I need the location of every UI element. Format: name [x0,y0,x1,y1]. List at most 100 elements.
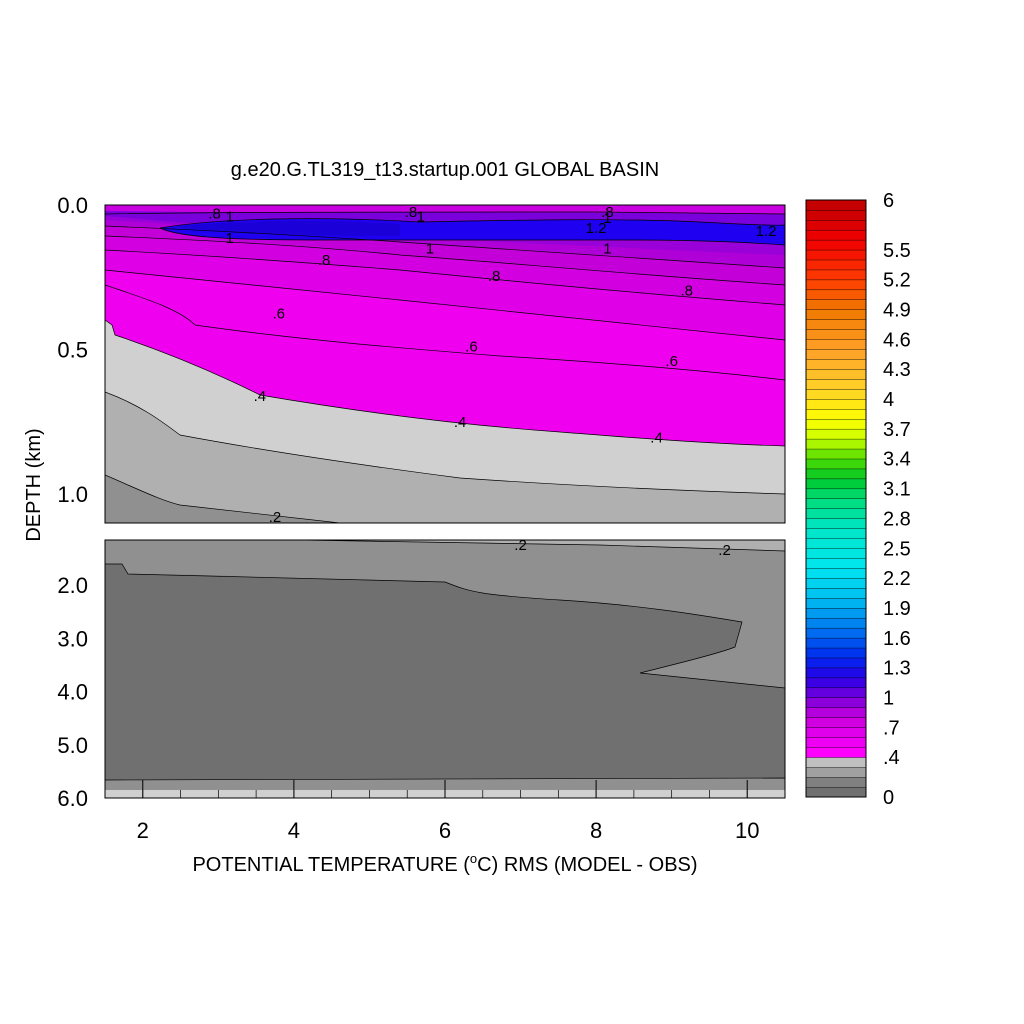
colorbar-band [805,558,867,569]
colorbar-band [805,478,867,490]
y-tick-label-upper: 0.0 [57,193,88,218]
y-axis-upper: 0.0 0.5 1.0 [57,193,88,507]
colorbar-band [805,428,867,440]
colorbar-band [805,299,867,310]
contour-label: .8 [601,204,614,221]
colorbar-band [805,727,867,738]
colorbar-tick-label: 4 [883,389,894,411]
colorbar-band [805,607,867,619]
colorbar-band [805,657,867,669]
colorbar-band [805,269,867,281]
colorbar-tick-label: 4.3 [883,359,911,381]
contour-label: 1 [225,209,233,226]
colorbar-band [805,697,867,708]
colorbar-band [805,329,867,340]
colorbar-band [805,388,867,400]
colorbar [805,199,867,798]
colorbar-tick-label: 5.5 [883,240,911,262]
colorbar-band [805,249,867,261]
lower-panel: .2 .2 [104,537,786,799]
colorbar-band [805,368,867,380]
colorbar-ticks: 6 5.5 5.2 4.9 4.6 4.3 4 3.7 3.4 3.1 2.8 2.5 2.2 1.9 1.… [883,190,911,809]
contour-label: 1.2 [586,220,607,237]
contour-label: 1 [603,240,611,257]
y-tick-label-upper: 0.5 [57,338,88,363]
y-tick-label-lower: 6.0 [57,786,88,811]
colorbar-band [805,289,867,300]
contour-label: .8 [318,252,331,269]
contour-label: 1 [225,230,233,247]
colorbar-band [805,229,867,241]
colorbar-band [805,398,867,410]
colorbar-band [805,528,867,539]
colorbar-tick-label: 5.2 [883,270,911,292]
x-tick-label: 8 [590,818,602,843]
colorbar-band [805,567,867,579]
x-axis: 2 4 6 8 10 [104,780,786,843]
x-axis-label: POTENTIAL TEMPERATURE (oC) RMS (MODEL - … [192,851,697,876]
colorbar-tick-label: 1 [883,688,894,710]
contour-label: .6 [665,353,678,370]
colorbar-tick-label: 3.7 [883,419,911,441]
colorbar-band [805,309,867,320]
colorbar-band [805,548,867,559]
contour-label: 1 [603,210,611,227]
colorbar-band [805,757,867,768]
colorbar-band [805,577,867,589]
contour-label: .2 [718,542,731,559]
colorbar-band [805,737,867,748]
colorbar-tick-label: 1.3 [883,658,911,680]
colorbar-band [805,538,867,549]
colorbar-band [805,359,867,370]
colorbar-band [805,647,867,659]
colorbar-band [805,448,867,460]
colorbar-band [805,199,867,211]
upper-contour-labels: .8 1.8 1.811.2 1.211 1.8.8.8.6.6.6.4.4.4.2 [208,204,776,526]
colorbar-band [805,349,867,360]
colorbar-band [805,667,867,679]
contour-label: .2 [514,537,527,554]
lower-contour-fill [105,540,785,798]
contour-label: .6 [273,305,286,322]
colorbar-band [805,408,867,420]
colorbar-band [805,468,867,480]
chart-title: g.e20.G.TL319_t13.startup.001 GLOBAL BAS… [231,159,659,181]
colorbar-band [805,259,867,271]
colorbar-tick-label: 1.9 [883,598,911,620]
x-tick-label: 10 [735,818,759,843]
colorbar-band [805,498,867,509]
colorbar-band [805,707,867,718]
contour-label: 1 [417,209,425,226]
upper-contour-fill [105,205,785,523]
colorbar-band [805,488,867,499]
colorbar-band [805,747,867,758]
y-tick-label-lower: 5.0 [57,733,88,758]
colorbar-tick-label: 2.2 [883,568,911,590]
contour-label: .8 [208,206,221,223]
colorbar-band [805,766,867,778]
colorbar-tick-label: 3.1 [883,479,911,501]
colorbar-band [805,776,867,788]
colorbar-band [805,617,867,629]
colorbar-band [805,587,867,599]
contour-label: 1.2 [756,223,777,240]
colorbar-band [805,597,867,609]
x-tick-label: 6 [439,818,451,843]
colorbar-band [805,378,867,390]
colorbar-band [805,339,867,350]
colorbar-band [805,279,867,291]
y-axis-label: DEPTH (km) [23,428,45,541]
colorbar-band [805,219,867,231]
y-tick-label-lower: 3.0 [57,626,88,651]
y-axis-lower: 2.0 3.0 4.0 5.0 6.0 [57,573,88,811]
colorbar-band [805,319,867,330]
colorbar-tick-label: 3.4 [883,449,911,471]
contour-label: 1 [426,240,434,257]
colorbar-tick-label: 6 [883,190,894,212]
colorbar-tick-label: 4.6 [883,329,911,351]
contour-label: .2 [269,509,282,526]
contour-label: .4 [454,414,467,431]
contour-label: .4 [254,388,267,405]
colorbar-band [805,677,867,689]
